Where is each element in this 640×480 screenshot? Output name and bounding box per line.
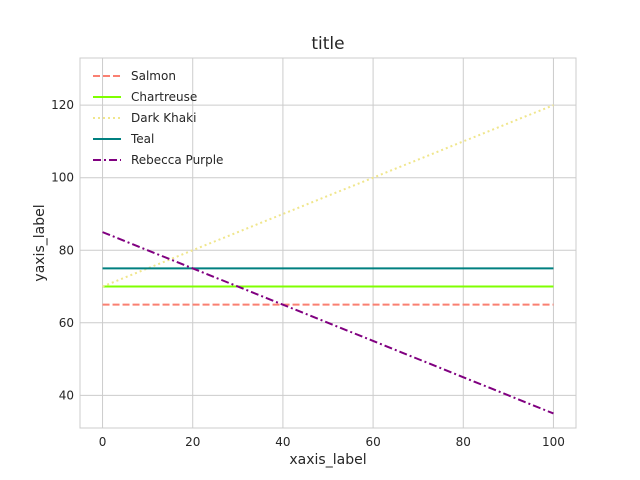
- legend-label: Chartreuse: [131, 90, 197, 104]
- legend-item-salmon: Salmon: [93, 69, 176, 83]
- plot-frame: [79, 57, 577, 429]
- x-tick-label: 60: [365, 435, 380, 449]
- legend-label: Teal: [130, 132, 154, 146]
- series-line-dark-khaki: [102, 104, 554, 288]
- x-axis-label: xaxis_label: [289, 452, 366, 468]
- x-tick-label: 20: [185, 435, 200, 449]
- x-tick-label: 80: [456, 435, 471, 449]
- y-tick-labels: 40 60 80 100 120: [51, 98, 74, 402]
- plot-background: [80, 58, 576, 428]
- y-tick-label: 80: [59, 243, 74, 257]
- chart-title: title: [311, 34, 344, 54]
- x-tick-label: 40: [275, 435, 290, 449]
- legend-label: Dark Khaki: [131, 111, 196, 125]
- x-tick-label: 100: [542, 435, 565, 449]
- legend-item-chartreuse: Chartreuse: [93, 90, 197, 104]
- y-tick-label: 120: [51, 98, 74, 112]
- series-lines: [102, 104, 554, 415]
- legend-label: Salmon: [131, 69, 176, 83]
- grid-lines: [80, 58, 576, 428]
- legend-label: Rebecca Purple: [131, 153, 223, 167]
- y-tick-label: 60: [59, 316, 74, 330]
- y-axis-label: yaxis_label: [32, 204, 48, 281]
- series-line-rebecca-purple: [102, 231, 554, 415]
- x-tick-labels: 0 20 40 60 80 100: [99, 435, 565, 449]
- legend-item-teal: Teal: [93, 132, 154, 146]
- x-tick-label: 0: [99, 435, 107, 449]
- legend-item-dark-khaki: Dark Khaki: [93, 111, 196, 125]
- y-tick-label: 40: [59, 388, 74, 402]
- y-tick-label: 100: [51, 171, 74, 185]
- legend: Salmon Chartreuse Dark Khaki Teal Rebecca Pu…: [93, 69, 223, 167]
- legend-item-rebecca-purple: Rebecca Purple: [93, 153, 223, 167]
